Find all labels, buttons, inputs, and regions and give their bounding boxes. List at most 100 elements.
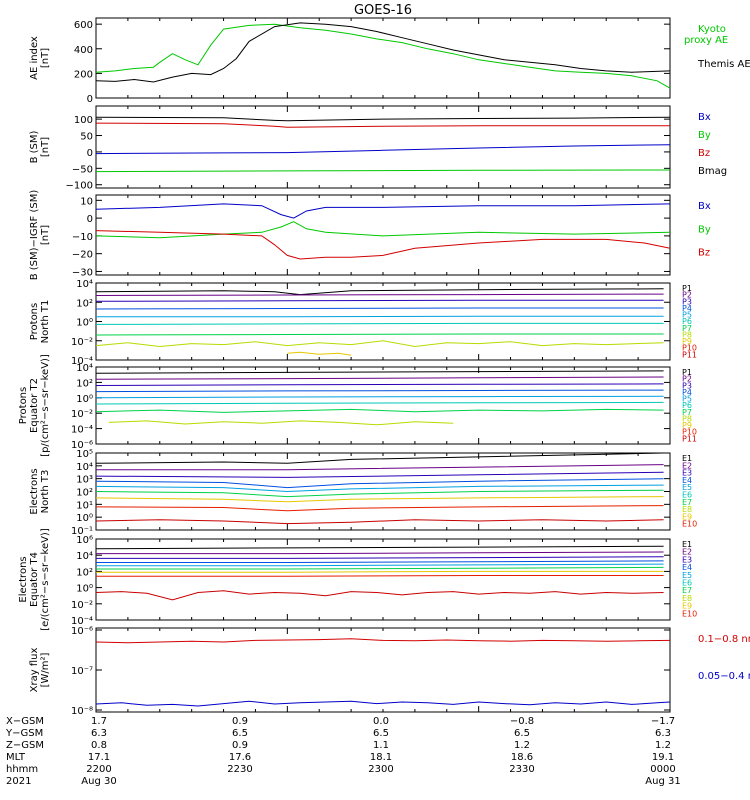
- x-row-label: Y−GSM: [5, 728, 43, 739]
- panel-4: 10⁻⁴ 10⁻² 10⁰ 10² 10⁴ ProtonsNorth T1 P1P2P3P4…: [29, 279, 697, 367]
- legend-entry: P11: [682, 350, 697, 359]
- y-axis-label: B (SM)−IGRF (SM)[nT]: [29, 190, 51, 281]
- legend-entry: E2: [682, 548, 692, 557]
- legend-entry: E2: [682, 461, 692, 470]
- x-row-value: 1.1: [373, 740, 389, 751]
- y-axis-label-line: AE index: [29, 36, 40, 80]
- y-axis-label-line: [nT]: [40, 48, 51, 68]
- x-row-value: 2300: [368, 764, 393, 775]
- legend-entry: E8: [682, 505, 692, 514]
- x-row-value: Aug 30: [81, 776, 116, 787]
- x-axis-info: X−GSM 1.7 0.9 0.0 −0.8 −1.7 Y−GSM 6.3 6.5 6.5 6.5 6…: [5, 716, 681, 787]
- legend-entry: 0.05−0.4 nm: [698, 671, 750, 682]
- legend-entry: P5: [682, 311, 692, 320]
- legend-entry-line: Bmag: [698, 166, 727, 177]
- x-row-value: −0.8: [510, 716, 534, 727]
- y-tick-label: 10⁴: [76, 363, 93, 374]
- y-tick-label: −50: [72, 164, 93, 175]
- panel-8: 10⁻⁸ 10⁻⁷ 10⁻⁶ Xray flux[W/m²] 0.1−0.8 nm 0.0…: [29, 626, 750, 717]
- y-axis-label-line: Electrons: [18, 556, 29, 602]
- x-row-value: 17.6: [229, 752, 251, 763]
- legend-entry: E10: [682, 520, 697, 529]
- legend-entry: Bx: [698, 201, 711, 212]
- y-axis-label-line: [W/m²]: [40, 652, 51, 687]
- y-tick-label: 10²: [76, 378, 93, 389]
- y-axis-label-line: North T3: [40, 470, 51, 514]
- y-tick-label: 10⁻⁸: [71, 706, 93, 717]
- legend-entry: P4: [682, 304, 692, 313]
- y-tick-label: 10⁻⁶: [71, 626, 93, 637]
- x-row-value: 6.5: [373, 728, 389, 739]
- legend-entry-line: By: [698, 224, 711, 235]
- y-tick-label: 10²: [76, 488, 93, 499]
- legend-entry: Kyoto proxy AE: [684, 24, 728, 46]
- y-tick-label: 10²: [76, 298, 93, 309]
- legend-entry: P8: [682, 330, 692, 339]
- legend-entry: P7: [682, 408, 692, 417]
- legend-entry: E9: [682, 512, 692, 521]
- x-row-value: 0.9: [232, 716, 248, 727]
- y-axis-label-line: Equator T4: [29, 552, 40, 607]
- series-e7: [96, 570, 664, 573]
- x-row-value: 17.1: [88, 752, 110, 763]
- y-tick-label: 10⁵: [76, 449, 93, 460]
- y-tick-label: 10⁻⁶: [71, 440, 93, 451]
- y-tick-label: 10⁻⁴: [71, 425, 93, 436]
- x-row-value: 18.1: [370, 752, 392, 763]
- y-tick-label: 0: [87, 94, 93, 105]
- series-p8: [108, 420, 454, 426]
- series-e2: [96, 464, 664, 471]
- series-e9: [95, 590, 664, 601]
- legend-entry: E8: [682, 594, 692, 603]
- legend-entry: E4: [682, 476, 692, 485]
- x-row-value: 0.9: [232, 740, 248, 751]
- y-tick-label: 200: [74, 69, 93, 80]
- y-axis-label-line: [e/(cm²−s−sr−keV)]: [40, 528, 51, 631]
- y-tick-label: 10⁻⁴: [71, 616, 93, 627]
- panel-5: 10⁻⁶ 10⁻⁴ 10⁻² 10⁰ 10² 10⁴ ProtonsEquator T2[p…: [18, 354, 697, 457]
- legend-entry: 0.1−0.8 nm: [698, 634, 750, 645]
- series-kyoto-proxy-ae: [95, 23, 671, 89]
- legend-entry-line: Kyoto: [698, 24, 726, 35]
- x-row-value: 0.8: [91, 740, 107, 751]
- y-tick-label: −30: [72, 267, 93, 278]
- x-row-value: 0000: [650, 764, 675, 775]
- legend-entry-line: Bz: [698, 148, 710, 159]
- x-row-value: 1.7: [91, 716, 107, 727]
- plot-frame: [95, 538, 671, 621]
- series-e8: [96, 575, 664, 577]
- legend-entry-line: 0.05−0.4 nm: [698, 671, 750, 682]
- series-p7: [95, 408, 664, 413]
- legend-entry: P10: [682, 428, 697, 437]
- legend-entry: P4: [682, 388, 692, 397]
- y-tick-label: 10⁻¹: [71, 526, 93, 537]
- x-row-value: 18.6: [511, 752, 533, 763]
- legend-entry: Bmag: [698, 166, 727, 177]
- legend-entry-line: Bz: [698, 248, 710, 259]
- panel-1: 0 200 400 600 AE index[nT] Kyoto proxy AE Themi…: [29, 17, 750, 105]
- y-tick-label: 10⁻⁴: [71, 356, 93, 367]
- x-row-value: −1.7: [651, 716, 675, 727]
- y-tick-label: −10: [72, 232, 93, 243]
- y-tick-label: 10⁻²: [71, 600, 93, 611]
- legend-entry: E7: [682, 586, 692, 595]
- x-row-label: Z−GSM: [6, 740, 44, 751]
- series-p4: [95, 307, 664, 310]
- y-tick-label: 10¹: [76, 500, 93, 511]
- series-e4: [96, 560, 664, 563]
- x-row-value: 19.1: [652, 752, 674, 763]
- y-tick-label: 10⁰: [76, 584, 93, 595]
- legend-entry: E6: [682, 579, 692, 588]
- series-e1: [95, 452, 664, 464]
- legend-entry: E3: [682, 555, 692, 564]
- x-row-value: 6.3: [655, 728, 671, 739]
- y-axis-label-line: [p/(cm²−s−sr−keV)]: [40, 354, 51, 457]
- x-row-value: 1.2: [655, 740, 671, 751]
- y-axis-label-line: [nT]: [40, 225, 51, 245]
- panel-7: 10⁻⁴ 10⁻² 10⁰ 10² 10⁴ 10⁶ ElectronsEquator T4[…: [18, 528, 697, 631]
- series-bz: [95, 230, 671, 260]
- legend-entry: P1: [682, 284, 692, 293]
- legend-entry: P9: [682, 421, 692, 430]
- y-tick-label: 50: [80, 132, 93, 143]
